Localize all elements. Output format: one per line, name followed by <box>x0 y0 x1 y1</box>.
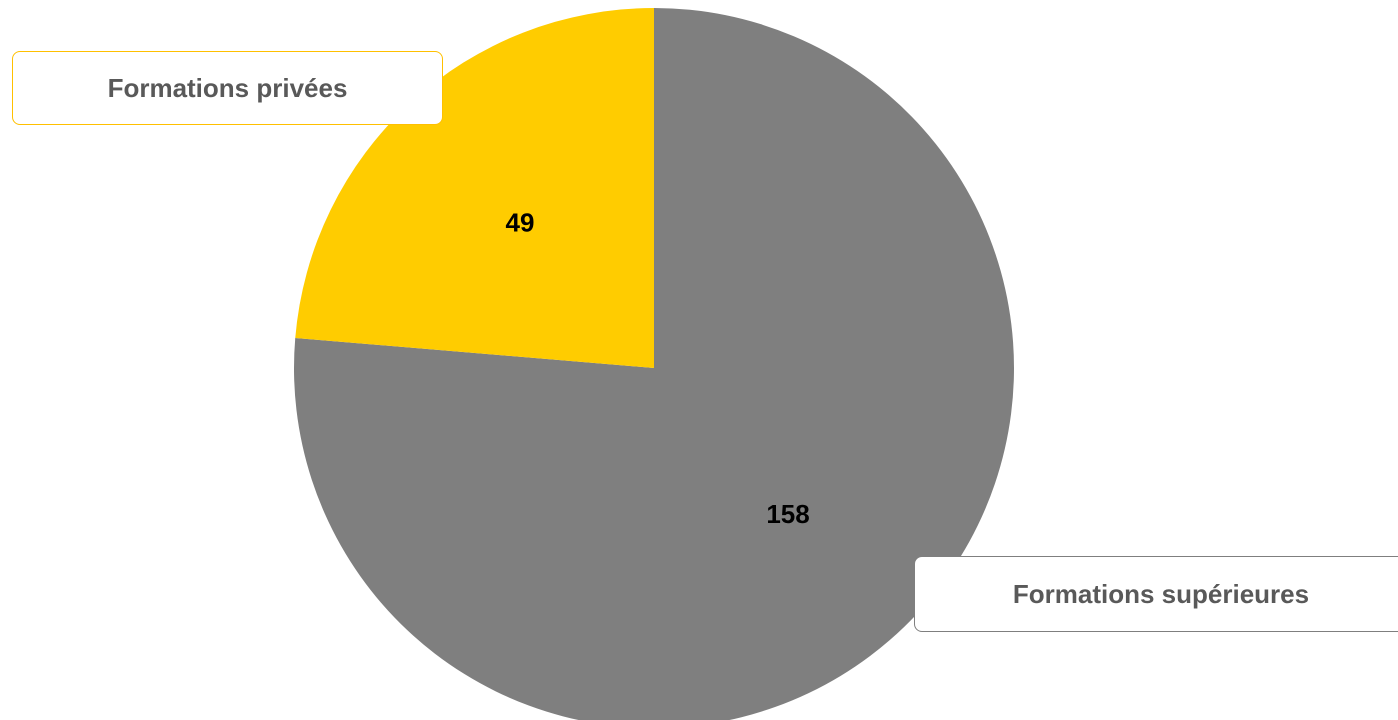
category-label-text: Formations privées <box>107 72 348 103</box>
category-label-formations-privees: Formations privées <box>12 51 443 125</box>
slice-value-formations-superieures: 158 <box>766 499 809 529</box>
pie-slice-formations-superieures <box>294 8 1014 720</box>
pie-slice-formations-privees <box>295 8 654 368</box>
category-label-text: Formations supérieures <box>1012 578 1310 609</box>
pie-slices <box>294 8 1014 720</box>
category-label-formations-superieures: Formations supérieures <box>914 556 1398 632</box>
slice-value-formations-privees: 49 <box>505 207 534 237</box>
